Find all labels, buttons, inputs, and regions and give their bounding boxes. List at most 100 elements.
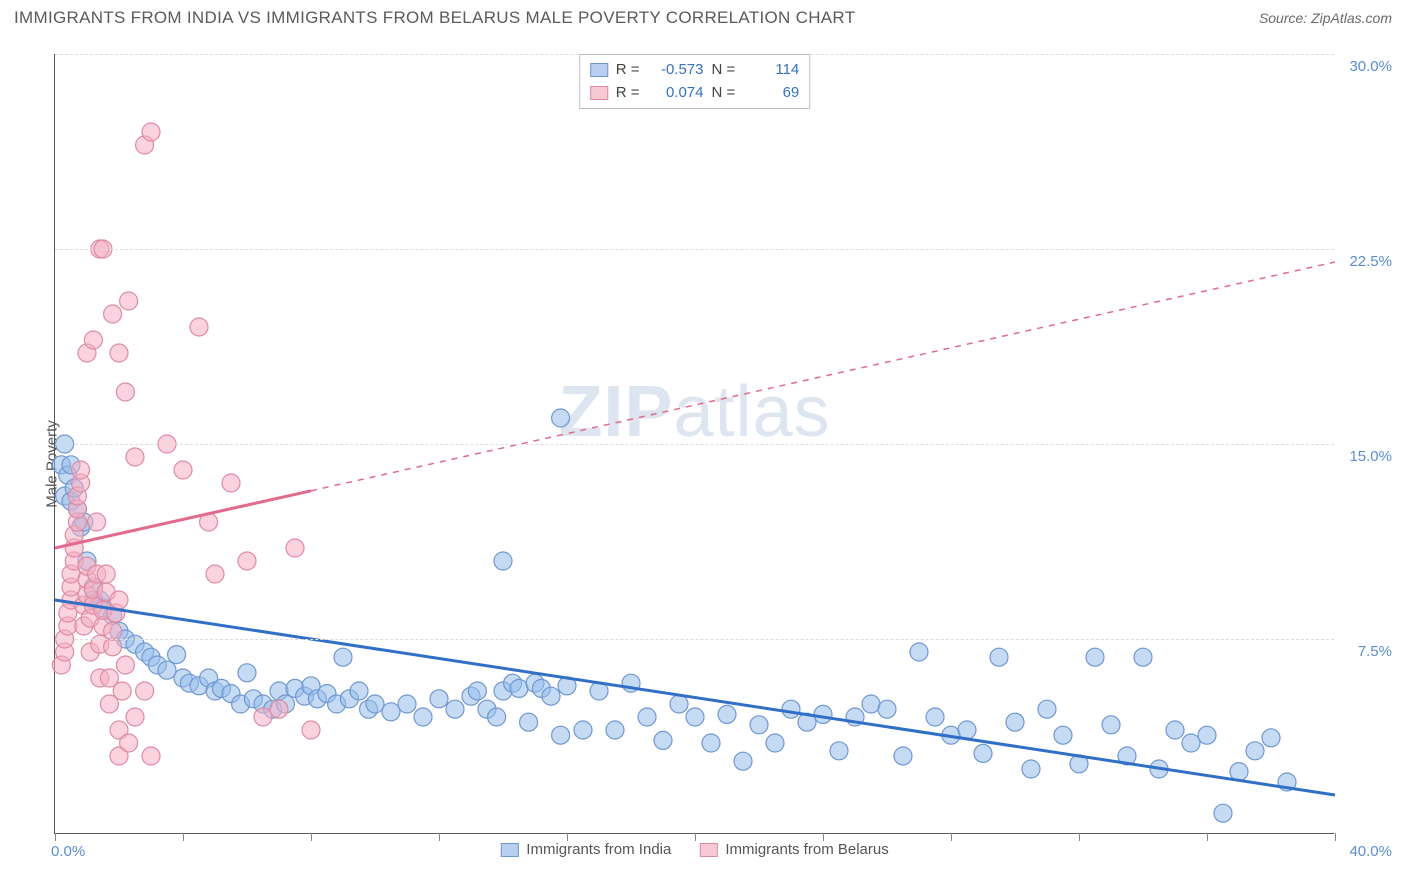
legend-correlation: R = -0.573 N = 114 R = 0.074 N = 69 [579, 54, 811, 109]
data-point [142, 747, 160, 765]
legend-row: R = 0.074 N = 69 [590, 82, 800, 105]
data-point [862, 695, 880, 713]
data-point [1134, 648, 1152, 666]
data-point [1182, 734, 1200, 752]
legend-swatch-india [500, 843, 518, 857]
data-point [488, 708, 506, 726]
x-tick [951, 833, 952, 841]
data-point [830, 742, 848, 760]
grid-line [55, 639, 1334, 640]
x-axis-min-label: 0.0% [51, 833, 85, 860]
data-point [97, 565, 115, 583]
data-point [382, 703, 400, 721]
legend-swatch-india [590, 63, 608, 77]
data-point [104, 622, 122, 640]
data-point [446, 700, 464, 718]
data-point [990, 648, 1008, 666]
source-name: ZipAtlas.com [1311, 10, 1392, 26]
page-title: IMMIGRANTS FROM INDIA VS IMMIGRANTS FROM… [14, 8, 855, 28]
x-tick [1207, 833, 1208, 841]
data-point [84, 331, 102, 349]
x-tick [311, 833, 312, 841]
data-point [286, 539, 304, 557]
source-credit: Source: ZipAtlas.com [1259, 10, 1392, 26]
y-tick-label: 15.0% [1349, 448, 1392, 465]
r-value: 0.074 [648, 82, 704, 105]
data-point [1006, 713, 1024, 731]
data-point [1262, 729, 1280, 747]
chart-container: Male Poverty R = -0.573 N = 114 R = 0.07… [14, 44, 1392, 884]
x-tick [1079, 833, 1080, 841]
data-point [734, 752, 752, 770]
data-point [542, 687, 560, 705]
data-point [718, 705, 736, 723]
y-tick-label: 30.0% [1349, 58, 1392, 75]
n-label: N = [712, 59, 736, 82]
data-point [1022, 760, 1040, 778]
data-point [1198, 726, 1216, 744]
data-point [72, 461, 90, 479]
n-value: 69 [743, 82, 799, 105]
data-point [750, 716, 768, 734]
legend-row: R = -0.573 N = 114 [590, 59, 800, 82]
data-point [974, 744, 992, 762]
data-point [520, 713, 538, 731]
data-point [702, 734, 720, 752]
data-point [782, 700, 800, 718]
data-point [120, 292, 138, 310]
data-point [142, 123, 160, 141]
x-tick [823, 833, 824, 841]
r-label: R = [616, 59, 640, 82]
data-point [136, 682, 154, 700]
legend-label: Immigrants from India [526, 841, 671, 858]
x-tick [695, 833, 696, 841]
data-point [88, 513, 106, 531]
x-tick [439, 833, 440, 841]
data-point [430, 690, 448, 708]
data-point [926, 708, 944, 726]
data-point [910, 643, 928, 661]
x-tick [55, 833, 56, 841]
data-point [670, 695, 688, 713]
data-point [110, 591, 128, 609]
data-point [1214, 804, 1232, 822]
data-point [552, 409, 570, 427]
plot-area: R = -0.573 N = 114 R = 0.074 N = 69 ZIPa… [54, 54, 1334, 834]
legend-swatch-belarus [699, 843, 717, 857]
legend-item-belarus: Immigrants from Belarus [699, 841, 888, 858]
data-point [110, 344, 128, 362]
data-point [814, 705, 832, 723]
n-label: N = [712, 82, 736, 105]
data-point [510, 679, 528, 697]
data-point [414, 708, 432, 726]
legend-swatch-belarus [590, 86, 608, 100]
y-tick-label: 7.5% [1358, 643, 1392, 660]
legend-label: Immigrants from Belarus [725, 841, 888, 858]
data-point [350, 682, 368, 700]
data-point [654, 731, 672, 749]
x-tick [1335, 833, 1336, 841]
n-value: 114 [743, 59, 799, 82]
data-point [958, 721, 976, 739]
data-point [366, 695, 384, 713]
data-point [168, 646, 186, 664]
data-point [1054, 726, 1072, 744]
data-point [398, 695, 416, 713]
data-point [222, 474, 240, 492]
data-point [254, 708, 272, 726]
data-point [238, 552, 256, 570]
trend-line-dashed [311, 262, 1335, 491]
data-point [574, 721, 592, 739]
data-point [1102, 716, 1120, 734]
x-tick [567, 833, 568, 841]
data-point [606, 721, 624, 739]
data-point [638, 708, 656, 726]
data-point [1166, 721, 1184, 739]
data-point [686, 708, 704, 726]
grid-line [55, 249, 1334, 250]
data-point [334, 648, 352, 666]
data-point [190, 318, 208, 336]
data-point [238, 664, 256, 682]
data-point [120, 734, 138, 752]
data-point [174, 461, 192, 479]
